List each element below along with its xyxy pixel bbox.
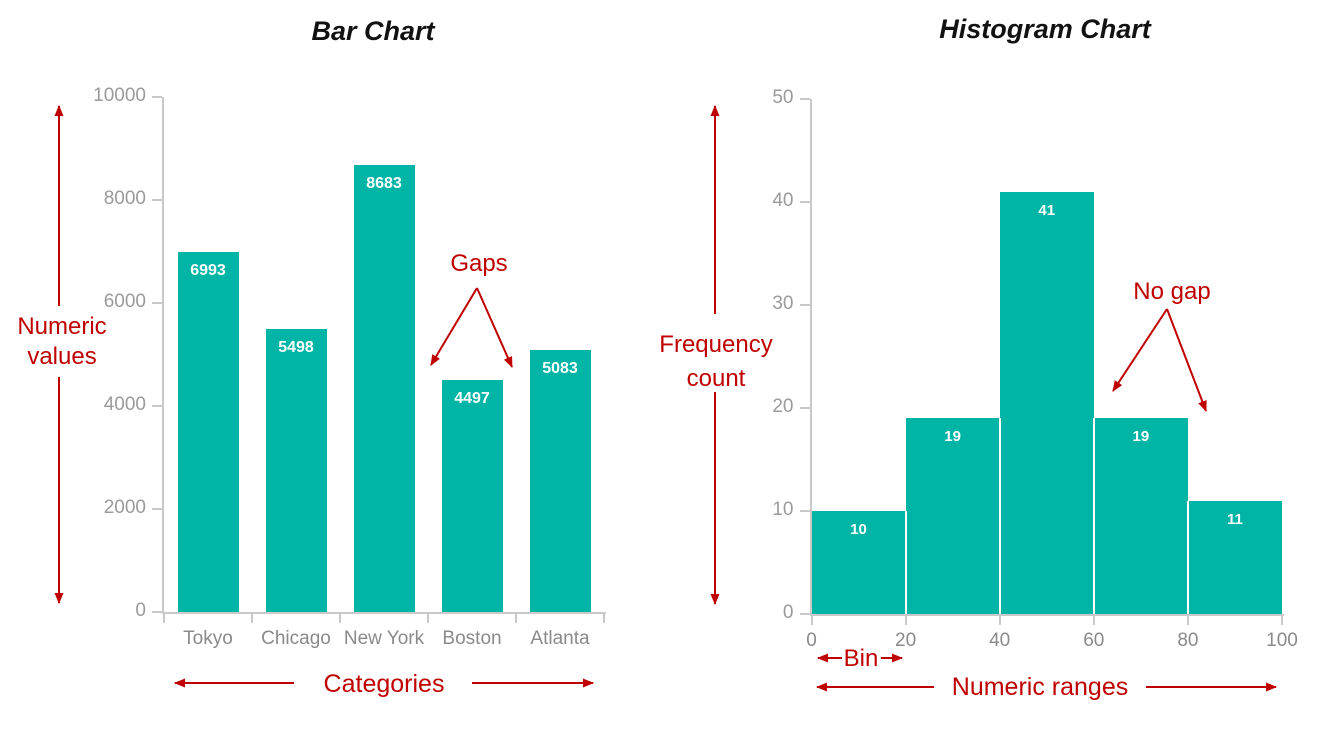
- bar-new-york: [353, 164, 415, 612]
- hist-y-tick: [799, 201, 810, 203]
- hist-value-label: 19: [1132, 428, 1150, 446]
- hist-x-tick: [904, 616, 907, 625]
- no-gap-annotation: No gap: [1133, 278, 1211, 305]
- hist-bin-separator: [1092, 418, 1095, 614]
- hist-y-tick-label: 50: [772, 87, 794, 108]
- hist-x-tick-label: 20: [895, 630, 917, 651]
- hist-x-tick: [998, 616, 1001, 625]
- bar-y-tick-label: 10000: [93, 85, 146, 106]
- numeric-values-line2: values: [27, 343, 97, 370]
- bar-y-tick: [152, 96, 162, 98]
- hist-y-tick: [799, 98, 810, 100]
- hist-x-tick: [810, 616, 813, 625]
- categories-annotation: Categories: [323, 670, 445, 698]
- hist-y-tick: [799, 613, 810, 615]
- bin-annotation: Bin: [843, 645, 879, 672]
- bar-y-tick-label: 8000: [103, 188, 146, 209]
- bar-y-tick-label: 4000: [103, 394, 146, 415]
- hist-y-tick: [799, 304, 810, 306]
- hist-y-tick-label: 0: [782, 602, 794, 623]
- hist-x-tick-label: 40: [989, 630, 1011, 651]
- gaps-annotation: Gaps: [450, 250, 508, 277]
- frequency-count-annotation: Frequency count: [648, 328, 784, 396]
- hist-x-tick: [1186, 616, 1189, 625]
- hist-value-label: 11: [1227, 510, 1243, 528]
- bar-value-label: 5083: [542, 360, 578, 378]
- category-label-boston: Boston: [442, 628, 502, 649]
- numeric-values-line1: Numeric: [17, 313, 107, 340]
- category-label-tokyo: Tokyo: [183, 628, 233, 649]
- bar-x-tick: [603, 614, 605, 623]
- hist-bin-separator: [1186, 500, 1189, 614]
- hist-x-tick-label: 60: [1083, 630, 1105, 651]
- bar-value-label: 5498: [278, 338, 314, 356]
- hist-bin-0-20: [811, 511, 906, 614]
- hist-value-label: 10: [850, 521, 867, 538]
- hist-x-tick-label: 100: [1266, 630, 1298, 651]
- hist-x-axis-line: [809, 614, 1284, 616]
- frequency-count-line2: count: [686, 365, 746, 392]
- bar-chart-title: Bar Chart: [311, 16, 435, 46]
- hist-value-label: 19: [944, 428, 961, 446]
- bar-x-tick: [427, 614, 429, 623]
- category-label-atlanta: Atlanta: [530, 628, 590, 649]
- bar-y-tick: [152, 302, 162, 304]
- bar-chicago: [265, 328, 327, 612]
- hist-bin-40-60: [999, 191, 1094, 614]
- frequency-count-line1: Frequency: [659, 331, 773, 358]
- hist-x-tick-label: 80: [1177, 630, 1199, 651]
- bar-x-tick: [251, 614, 253, 623]
- bar-y-axis-line: [162, 97, 164, 614]
- hist-y-tick: [799, 510, 810, 512]
- bar-value-label: 8683: [366, 174, 402, 192]
- bar-tokyo: [177, 251, 239, 612]
- bar-x-tick: [163, 614, 165, 623]
- bar-y-tick: [152, 199, 162, 201]
- hist-x-tick-label: 0: [806, 630, 817, 651]
- bar-y-tick-label: 6000: [103, 291, 146, 312]
- bar-value-label: 4497: [454, 390, 490, 408]
- hist-bin-separator: [904, 511, 907, 614]
- hist-bin-20-40: [905, 418, 1000, 614]
- bar-y-tick: [152, 508, 162, 510]
- hist-y-tick-label: 20: [772, 396, 794, 417]
- bar-x-axis-line: [162, 612, 606, 614]
- bar-y-tick: [152, 611, 162, 613]
- bar-y-tick-label: 2000: [103, 497, 146, 518]
- numeric-values-annotation: Numeric values: [0, 312, 124, 372]
- numeric-ranges-annotation: Numeric ranges: [951, 673, 1129, 701]
- category-label-new-york: New York: [343, 628, 425, 649]
- hist-x-tick: [1092, 616, 1095, 625]
- bar-boston: [441, 380, 503, 612]
- histogram-chart-title: Histogram Chart: [939, 14, 1151, 44]
- hist-bin-separator: [998, 418, 1001, 614]
- bar-y-tick: [152, 405, 162, 407]
- bar-atlanta: [529, 350, 591, 612]
- bar-y-tick-label: 0: [135, 600, 146, 621]
- hist-value-label: 41: [1038, 201, 1056, 219]
- category-label-chicago: Chicago: [261, 628, 331, 649]
- hist-y-tick: [799, 407, 810, 409]
- bar-x-tick: [515, 614, 517, 623]
- bar-x-tick: [339, 614, 341, 623]
- hist-bin-60-80: [1093, 418, 1188, 614]
- hist-y-tick-label: 30: [772, 293, 794, 314]
- hist-x-tick: [1281, 616, 1283, 625]
- hist-y-tick-label: 10: [772, 499, 794, 520]
- hist-y-axis-line: [809, 99, 812, 616]
- bar-value-label: 6993: [190, 261, 226, 279]
- hist-bin-80-100: [1187, 500, 1282, 614]
- hist-y-tick-label: 40: [772, 190, 794, 211]
